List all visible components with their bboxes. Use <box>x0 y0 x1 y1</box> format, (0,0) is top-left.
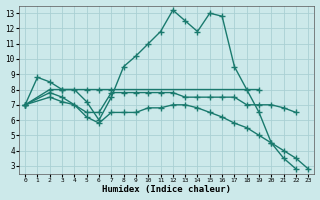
X-axis label: Humidex (Indice chaleur): Humidex (Indice chaleur) <box>102 185 231 194</box>
